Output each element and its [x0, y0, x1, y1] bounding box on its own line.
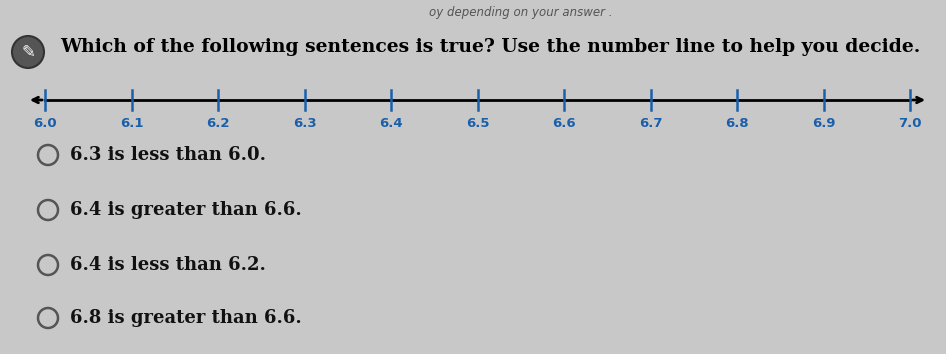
- Text: 6.4 is greater than 6.6.: 6.4 is greater than 6.6.: [70, 201, 302, 219]
- Text: ✎: ✎: [21, 43, 35, 61]
- Text: 6.3 is less than 6.0.: 6.3 is less than 6.0.: [70, 146, 266, 164]
- Text: oy depending on your answer .: oy depending on your answer .: [429, 6, 612, 19]
- Text: 6.9: 6.9: [812, 117, 835, 130]
- Text: 6.2: 6.2: [206, 117, 230, 130]
- Text: 6.8: 6.8: [726, 117, 749, 130]
- Text: 6.5: 6.5: [465, 117, 489, 130]
- Text: 6.0: 6.0: [33, 117, 57, 130]
- Text: 6.6: 6.6: [552, 117, 576, 130]
- Text: 6.1: 6.1: [120, 117, 143, 130]
- Text: Which of the following sentences is true? Use the number line to help you decide: Which of the following sentences is true…: [60, 38, 920, 56]
- Circle shape: [12, 36, 44, 68]
- Text: 6.3: 6.3: [292, 117, 316, 130]
- Text: 6.8 is greater than 6.6.: 6.8 is greater than 6.6.: [70, 309, 302, 327]
- Text: 6.4: 6.4: [379, 117, 403, 130]
- Text: 6.7: 6.7: [639, 117, 662, 130]
- Text: 7.0: 7.0: [899, 117, 921, 130]
- Text: 6.4 is less than 6.2.: 6.4 is less than 6.2.: [70, 256, 266, 274]
